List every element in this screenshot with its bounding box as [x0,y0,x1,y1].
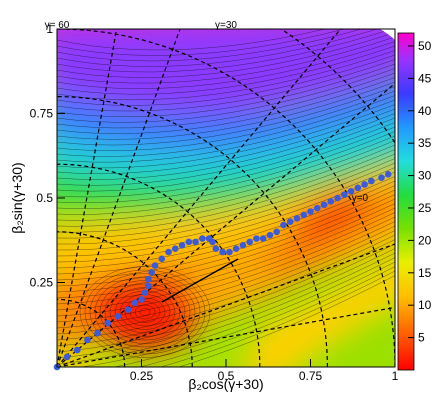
y-tick-label: 0.75 [30,107,54,121]
beta-arc [57,29,395,367]
path-marker [94,329,101,337]
path-marker [212,245,220,252]
beta-arc [57,298,126,367]
path-marker [185,238,193,246]
path-marker [253,235,260,242]
y-axis: 0.25 0.5 0.75 1 [30,22,65,290]
gamma-label: γ=0 [352,193,369,204]
path-marker [280,221,287,229]
path-marker [293,214,301,222]
path-marker [151,262,159,269]
colorbar-tick-label: 5 [418,331,425,345]
path-marker [384,171,392,178]
heatmap-surface [57,29,395,367]
path-marker [327,198,335,205]
minimum-energy-path [53,171,392,371]
colorbar-tick-label: 20 [418,233,432,247]
path-marker [226,248,233,256]
path-marker [341,191,348,198]
path-marker [158,255,166,263]
path-marker [209,238,216,246]
colorbar: 5 10 15 20 25 30 35 40 45 50 [397,32,432,371]
path-marker [144,275,152,283]
beta-arc [57,96,328,367]
gamma-label: γ= 60 [45,20,70,31]
path-marker [361,181,368,188]
beta-arc [280,29,395,144]
colorbar-tick-label: 45 [418,71,432,85]
path-marker [347,187,355,195]
path-marker [148,269,155,276]
path-marker [368,177,375,185]
colorbar-tick-label: 30 [418,169,432,183]
path-marker [334,194,341,202]
x-axis: 0.25 0.5 0.75 1 [130,359,399,383]
path-marker [141,289,149,296]
path-marker [199,235,206,242]
colorbar-gradient [397,32,415,371]
path-marker [144,282,152,290]
colorbar-tick-label: 35 [418,136,432,150]
path-marker [354,184,362,192]
gamma-label: γ=30 [215,20,237,31]
path-marker [178,242,186,249]
path-marker [219,248,226,256]
path-marker [259,235,267,242]
path-marker [138,296,145,303]
y-tick-label: 0.5 [36,191,53,205]
y-tick-label: 0.25 [30,276,54,290]
x-tick-label: 0.25 [130,369,154,383]
path-marker [266,231,274,239]
colorbar-tick-label: 15 [418,266,432,280]
reference-segment [161,258,239,303]
colorbar-tick-label: 40 [418,104,432,118]
path-marker [192,238,199,246]
y-axis-title: β₂sin(γ+30) [9,162,25,233]
path-marker [273,228,281,236]
path-marker [232,245,240,252]
path-marker [307,208,314,215]
path-marker [320,201,328,209]
path-marker [378,174,385,182]
beta-arc [57,163,261,367]
path-marker [124,306,132,313]
colorbar-ticks: 5 10 15 20 25 30 35 40 45 50 [408,39,432,345]
path-marker [73,346,81,354]
colorbar-tick-label: 25 [418,201,432,215]
colorbar-tick-label: 50 [418,39,432,53]
gamma-labels: γ= 60 γ=30 γ=0 [45,20,369,204]
colorbar-tick-label: 10 [418,298,432,312]
path-marker [131,299,139,307]
path-marker [239,242,247,249]
x-tick-label: 0.75 [299,369,323,383]
x-tick-label: 1 [392,369,399,383]
y-tick-label: 1 [46,22,53,36]
contour-lines [57,29,395,367]
path-marker [246,238,253,246]
path-marker [84,336,91,344]
path-marker [313,204,321,212]
path-marker [165,248,172,256]
x-tick-label: 0.5 [218,369,235,383]
path-marker [114,313,122,320]
path-marker [300,211,308,219]
path-marker [104,319,111,327]
path-marker [286,218,294,225]
path-marker [172,245,179,252]
x-axis-title: β₂cos(γ+30) [188,376,263,392]
path-marker [63,353,71,361]
